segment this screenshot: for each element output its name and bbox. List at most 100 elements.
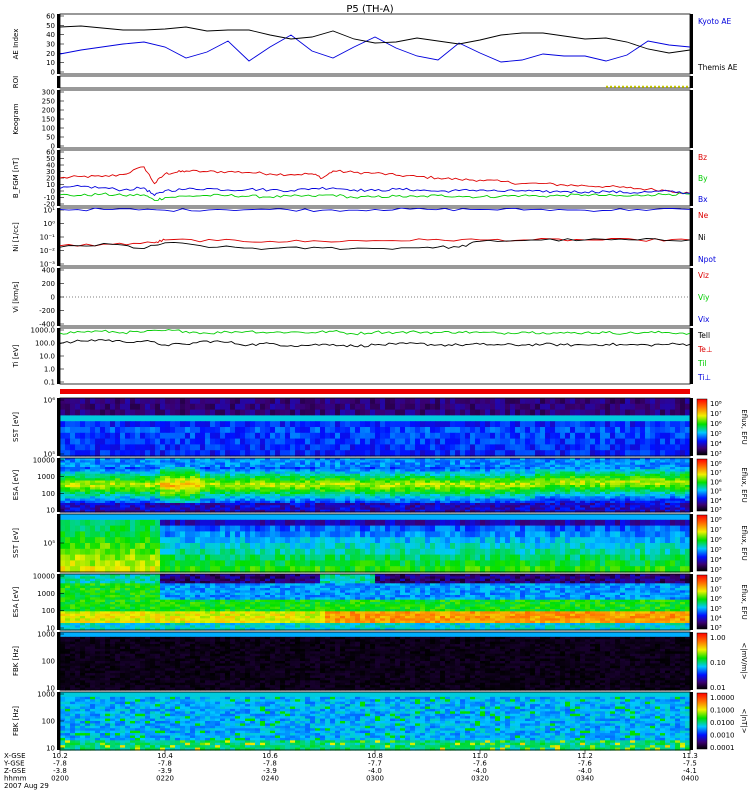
ni-legend-item: Ni (698, 233, 706, 242)
fbk1-cbar-tick: 0.10 (710, 659, 726, 667)
footer-value: 0340 (576, 775, 594, 783)
ti-ytick: 100.0 (35, 340, 55, 348)
bfgm-ytick: 30 (46, 168, 55, 176)
footer-value: -7.8 (53, 760, 67, 768)
esa1-left-bar (57, 458, 60, 512)
ti-legend-item: Tell (697, 331, 710, 340)
esa2-cbar-tick: 10⁶ (710, 595, 722, 603)
esa2-cbar-tick: 10³ (710, 624, 722, 632)
esa2-cbar-tick: 10⁸ (710, 576, 722, 584)
fbk1-cbar-tick: 0.01 (710, 684, 726, 692)
ae-series-Themis AE (59, 25, 691, 54)
footer-value: -3.8 (53, 767, 67, 775)
roi-ylabel: ROI (12, 76, 20, 88)
ti-series-Ti (59, 329, 691, 336)
sst1-colorbar (696, 398, 708, 456)
ae-left-bar (57, 14, 60, 74)
roi-left-bar (57, 76, 60, 88)
panel-roi: ROI (12, 75, 693, 89)
ti-ytick: 0.1 (44, 379, 55, 387)
bfgm-ytick: 0 (51, 188, 55, 196)
sst2-cbar-tick: 10⁶ (710, 536, 722, 544)
ae-ytick: 0 (51, 69, 55, 77)
esa1-right-bar (690, 458, 693, 512)
ae-ytick: 60 (46, 13, 55, 21)
esa1-cbar-tick: 10⁶ (710, 478, 722, 486)
sst1-cbar-label: Eflux, EFU (740, 409, 748, 444)
sst1-heatmap-cells (60, 398, 691, 457)
footer-value: -3.9 (158, 767, 172, 775)
esa1-ytick: 10000 (33, 457, 55, 465)
fbk2-left-bar (57, 692, 60, 750)
footer-row-label: Y-GSE (3, 760, 25, 768)
ae-ytick: 10 (46, 59, 55, 67)
footer-value: 0240 (261, 775, 279, 783)
footer-value: 0300 (366, 775, 384, 783)
fbk1-ytick: 10 (46, 685, 55, 693)
vi-ylabel: Vi [km/s] (12, 281, 20, 312)
esa2-cbar-label: Eflux, EFU (740, 584, 748, 619)
fbk2-ylabel: FBK [Hz] (12, 706, 20, 736)
ni-ytick: 10⁻³ (40, 261, 56, 269)
ae-legend-item: Themis AE (697, 63, 738, 72)
vi-ytick: 400 (42, 267, 55, 275)
ae-ytick: 40 (46, 31, 55, 39)
ti-left-bar (57, 328, 60, 384)
esa1-colorbar (696, 458, 708, 512)
esa2-ytick: 10000 (33, 573, 55, 581)
bfgm-ytick: -20 (44, 201, 55, 209)
sst2-ylabel: SST [eV] (12, 528, 20, 558)
footer-value: 10.4 (157, 752, 173, 760)
fbk2-cbar-tick: 0.0100 (710, 719, 735, 727)
fbk2-cbar-label: <|nT|> (740, 708, 748, 733)
footer-row-label: hhmm (4, 775, 27, 783)
sst2-cbar-label: Eflux, EFU (740, 525, 748, 560)
figure-title: P5 (TH-A) (346, 4, 393, 15)
esa1-cbar-tick: 10⁴ (710, 497, 722, 505)
keogram-ytick: 100 (42, 125, 55, 133)
esa2-ylabel: ESA [eV] (12, 586, 20, 617)
footer-value: 10.8 (367, 752, 383, 760)
bfgm-legend-item: Bx (698, 195, 708, 204)
bfgm-series-Bz (59, 166, 691, 194)
keogram-ylabel: Keogram (12, 103, 20, 134)
footer-value: -4.1 (683, 767, 697, 775)
footer-value: -7.5 (683, 760, 697, 768)
footer-value: -7.8 (263, 760, 277, 768)
footer-row-label: 2007 Aug 29 (4, 782, 49, 790)
footer-value: 10.2 (52, 752, 68, 760)
bfgm-series-By (59, 192, 691, 202)
roi-frame (59, 75, 691, 89)
ae-right-bar (690, 14, 693, 74)
sst1-cbar-tick: 10⁸ (710, 400, 722, 408)
bfgm-series-Bx (59, 184, 691, 197)
ni-ytick: 10⁻¹ (40, 234, 56, 242)
esa2-ytick: 1000 (37, 590, 55, 598)
footer-value: -4.0 (473, 767, 487, 775)
ti-right-bar (690, 328, 693, 384)
ti-frame (59, 327, 691, 385)
bfgm-left-bar (57, 150, 60, 206)
sst1-cbar-tick: 10⁴ (710, 440, 722, 448)
ti-legend-item: Te⊥ (697, 345, 712, 354)
panel-sst1: 10³ 10⁴ 10⁵ 10⁶ 10⁷ 10⁸ Eflux, EFU SST [eV] 10⁵ 1… (12, 397, 748, 459)
keogram-ytick: 300 (42, 89, 55, 97)
bfgm-right-bar (690, 150, 693, 206)
esa1-cbar-tick: 10⁷ (710, 469, 722, 477)
footer-value: -3.9 (263, 767, 277, 775)
fbk1-ylabel: FBK [Hz] (12, 646, 20, 676)
ti-series-Te (59, 339, 691, 348)
sst2-ytick: 10⁵ (43, 540, 55, 548)
mode-strip (60, 389, 690, 394)
footer-value: 11.2 (577, 752, 593, 760)
esa2-left-bar (57, 574, 60, 630)
ni-legend-item: Ne (698, 211, 709, 220)
ni-ylabel: Ni [1/cc] (12, 222, 20, 252)
fbk1-ytick: 1000 (37, 631, 55, 639)
keogram-frame (59, 89, 691, 149)
bfgm-ytick: 10 (46, 181, 55, 189)
bfgm-frame (59, 149, 691, 207)
bfgm-legend-item: Bz (698, 153, 707, 162)
vi-right-bar (690, 268, 693, 326)
